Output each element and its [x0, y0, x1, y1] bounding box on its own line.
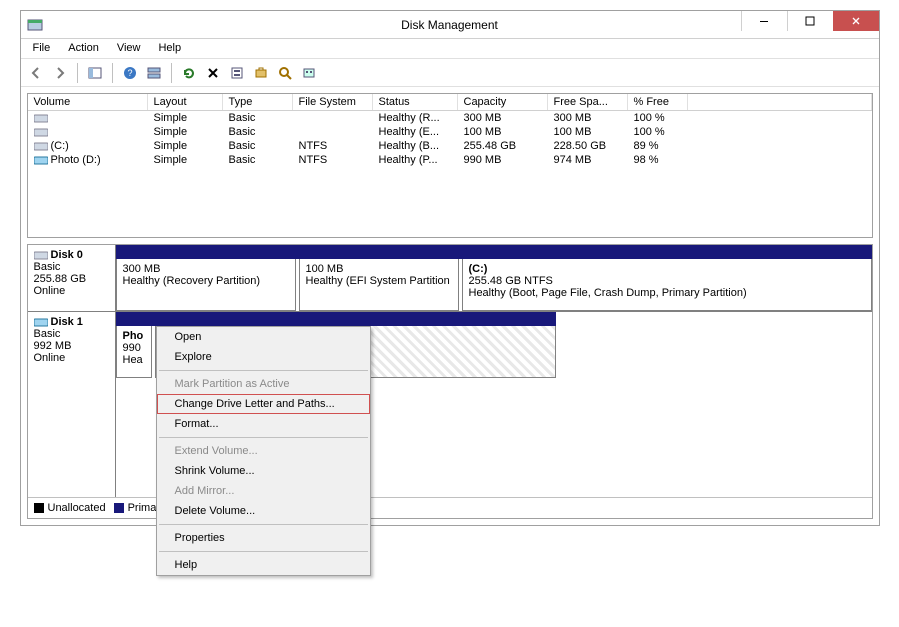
app-icon: [27, 17, 43, 33]
col-free[interactable]: Free Spa...: [548, 94, 628, 110]
partition-photo[interactable]: Pho 990 Hea: [116, 326, 152, 378]
drive-icon: [34, 155, 48, 166]
disk-icon: [34, 317, 48, 328]
col-type[interactable]: Type: [223, 94, 293, 110]
legend-unallocated-swatch: [34, 503, 44, 513]
properties-button[interactable]: [226, 62, 248, 84]
col-pct[interactable]: % Free: [628, 94, 688, 110]
partition-efi[interactable]: 100 MB Healthy (EFI System Partition: [299, 259, 459, 311]
col-status[interactable]: Status: [373, 94, 458, 110]
cm-mirror: Add Mirror...: [157, 481, 370, 501]
partition-c[interactable]: (C:) 255.48 GB NTFS Healthy (Boot, Page …: [462, 259, 872, 311]
cm-extend: Extend Volume...: [157, 441, 370, 461]
disk-icon: [34, 250, 48, 261]
menu-help[interactable]: Help: [150, 41, 189, 56]
disk-row-0: Disk 0 Basic 255.88 GB Online 300 MB Hea…: [28, 245, 872, 312]
disk1-label[interactable]: Disk 1 Basic 992 MB Online: [28, 312, 116, 497]
volume-list: Volume Layout Type File System Status Ca…: [27, 93, 873, 238]
drive-icon: [34, 127, 48, 138]
disk-graphical-view: Disk 0 Basic 255.88 GB Online 300 MB Hea…: [27, 244, 873, 519]
cm-shrink[interactable]: Shrink Volume...: [157, 461, 370, 481]
col-fs[interactable]: File System: [293, 94, 373, 110]
app-window: Disk Management File Action View Help ? …: [20, 10, 880, 526]
cm-mark-active: Mark Partition as Active: [157, 374, 370, 394]
menu-bar: File Action View Help: [21, 39, 879, 59]
cm-explore[interactable]: Explore: [157, 347, 370, 367]
context-menu: Open Explore Mark Partition as Active Ch…: [156, 326, 371, 576]
refresh-button[interactable]: [178, 62, 200, 84]
col-capacity[interactable]: Capacity: [458, 94, 548, 110]
volume-header-row: Volume Layout Type File System Status Ca…: [28, 94, 872, 111]
legend: Unallocated Prima: [28, 497, 872, 518]
disk-row-1: Disk 1 Basic 992 MB Online Pho 990 Hea O…: [28, 312, 872, 497]
volume-row[interactable]: (C:) SimpleBasicNTFSHealthy (B...255.48 …: [28, 139, 872, 153]
forward-button[interactable]: [49, 62, 71, 84]
window-controls: [741, 11, 879, 31]
maximize-button[interactable]: [787, 11, 833, 31]
svg-text:?: ?: [127, 68, 132, 78]
partition-recovery[interactable]: 300 MB Healthy (Recovery Partition): [116, 259, 296, 311]
close-button[interactable]: [833, 11, 879, 31]
menu-action[interactable]: Action: [60, 41, 107, 56]
find-button[interactable]: [274, 62, 296, 84]
settings-button[interactable]: [298, 62, 320, 84]
window-title: Disk Management: [401, 18, 498, 32]
cm-format[interactable]: Format...: [157, 414, 370, 434]
cm-delete[interactable]: Delete Volume...: [157, 501, 370, 521]
cm-help[interactable]: Help: [157, 555, 370, 575]
drive-icon: [34, 113, 48, 124]
cm-open[interactable]: Open: [157, 327, 370, 347]
delete-button[interactable]: [202, 62, 224, 84]
layout-button[interactable]: [143, 62, 165, 84]
menu-view[interactable]: View: [109, 41, 149, 56]
col-volume[interactable]: Volume: [28, 94, 148, 110]
titlebar: Disk Management: [21, 11, 879, 39]
cm-change-drive-letter[interactable]: Change Drive Letter and Paths...: [157, 394, 370, 414]
rescan-button[interactable]: [250, 62, 272, 84]
toolbar: ?: [21, 59, 879, 87]
minimize-button[interactable]: [741, 11, 787, 31]
menu-file[interactable]: File: [25, 41, 59, 56]
volume-row[interactable]: SimpleBasicHealthy (R...300 MB300 MB100 …: [28, 111, 872, 125]
cm-properties[interactable]: Properties: [157, 528, 370, 548]
disk0-label[interactable]: Disk 0 Basic 255.88 GB Online: [28, 245, 116, 311]
volume-row[interactable]: Photo (D:) SimpleBasicNTFSHealthy (P...9…: [28, 153, 872, 167]
col-layout[interactable]: Layout: [148, 94, 223, 110]
drive-icon: [34, 141, 48, 152]
volume-row[interactable]: SimpleBasicHealthy (E...100 MB100 MB100 …: [28, 125, 872, 139]
legend-primary-swatch: [114, 503, 124, 513]
show-hide-button[interactable]: [84, 62, 106, 84]
back-button[interactable]: [25, 62, 47, 84]
help-button[interactable]: ?: [119, 62, 141, 84]
